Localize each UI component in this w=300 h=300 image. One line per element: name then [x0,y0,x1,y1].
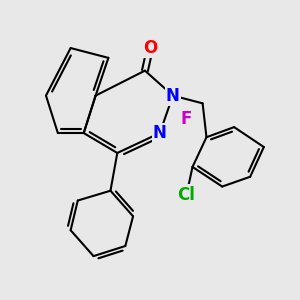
Text: F: F [181,110,192,128]
Text: Cl: Cl [178,186,196,204]
Text: N: N [153,124,167,142]
Text: O: O [143,39,157,57]
Text: N: N [166,87,180,105]
